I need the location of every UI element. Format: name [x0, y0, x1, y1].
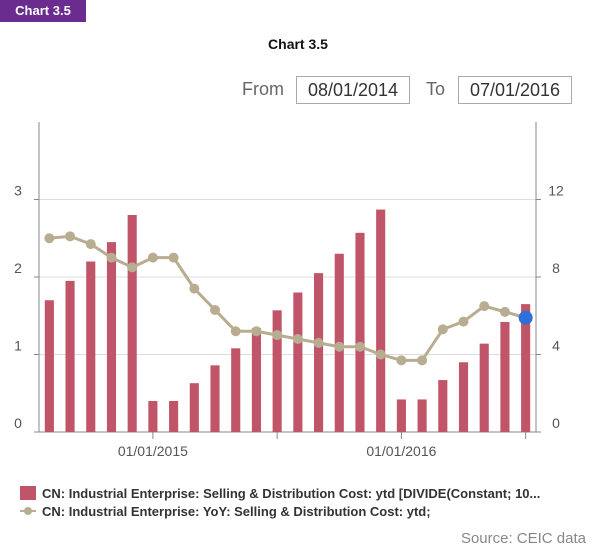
- line-point: [354, 341, 365, 352]
- legend: CN: Industrial Enterprise: Selling & Dis…: [20, 484, 580, 520]
- legend-bar-label: CN: Industrial Enterprise: Selling & Dis…: [42, 485, 541, 501]
- right-axis-tick-label: 0: [552, 415, 560, 431]
- bar: [376, 209, 386, 432]
- line-point: [272, 330, 283, 341]
- bar: [169, 401, 179, 432]
- left-axis-tick-label: 1: [14, 338, 22, 354]
- line-point: [230, 326, 241, 337]
- bar: [189, 383, 199, 432]
- bar: [458, 362, 469, 432]
- line-point: [210, 304, 221, 315]
- from-date-input[interactable]: 08/01/2014: [296, 76, 410, 104]
- bar: [44, 300, 54, 432]
- line-point: [334, 341, 345, 352]
- legend-item-line[interactable]: CN: Industrial Enterprise: YoY: Selling …: [20, 502, 580, 520]
- left-axis-tick-label: 2: [14, 260, 22, 276]
- bar: [272, 310, 282, 432]
- to-date-input[interactable]: 07/01/2016: [458, 76, 572, 104]
- legend-bar-swatch: [20, 486, 36, 500]
- line-series: [49, 234, 527, 362]
- chart-title: Chart 3.5: [268, 36, 328, 52]
- x-axis-tick-label: 01/01/2016: [366, 443, 436, 459]
- bar: [231, 348, 241, 432]
- line-point: [65, 231, 76, 242]
- right-axis-tick-label: 4: [552, 338, 560, 354]
- line-point: [44, 233, 55, 244]
- chart-badge: Chart 3.5: [0, 0, 86, 22]
- bar: [210, 365, 220, 432]
- bar: [293, 292, 303, 432]
- bar: [438, 380, 448, 432]
- left-axis-tick-label: 3: [14, 183, 22, 199]
- left-axis-tick-label: 0: [14, 415, 22, 431]
- line-point: [479, 301, 490, 312]
- line-point: [292, 334, 303, 344]
- line-point: [127, 262, 138, 273]
- x-axis-tick-label: 01/01/2015: [118, 443, 188, 459]
- line-point: [375, 349, 386, 360]
- line-point: [499, 306, 510, 317]
- line-point: [458, 316, 469, 327]
- line-point: [106, 252, 117, 263]
- legend-line-label: CN: Industrial Enterprise: YoY: Selling …: [42, 503, 431, 519]
- bar: [127, 215, 137, 432]
- bar: [417, 399, 427, 432]
- line-point: [189, 283, 200, 294]
- bar: [355, 232, 365, 432]
- line-point: [251, 326, 262, 337]
- bar: [86, 261, 96, 432]
- right-axis-tick-label: 8: [552, 260, 560, 276]
- bar: [65, 280, 75, 432]
- line-point: [147, 252, 158, 263]
- right-axis-tick-label: 12: [548, 183, 564, 199]
- legend-line-swatch: [20, 504, 36, 518]
- bar: [521, 304, 531, 432]
- line-point: [417, 355, 428, 366]
- bar: [479, 343, 489, 432]
- bar: [314, 273, 324, 432]
- line-point-highlight: [518, 310, 533, 325]
- line-point: [396, 355, 407, 366]
- bar: [148, 401, 158, 432]
- line-point: [168, 252, 179, 263]
- line-point: [437, 324, 448, 335]
- line-point: [313, 337, 324, 348]
- bar: [500, 321, 510, 432]
- legend-item-bar[interactable]: CN: Industrial Enterprise: Selling & Dis…: [20, 484, 580, 502]
- bar: [251, 328, 261, 432]
- to-label: To: [426, 79, 446, 99]
- bar: [396, 399, 406, 432]
- from-label: From: [242, 79, 284, 99]
- source-note: Source: CEIC data: [460, 530, 586, 547]
- line-point: [85, 239, 96, 250]
- bar: [106, 242, 117, 432]
